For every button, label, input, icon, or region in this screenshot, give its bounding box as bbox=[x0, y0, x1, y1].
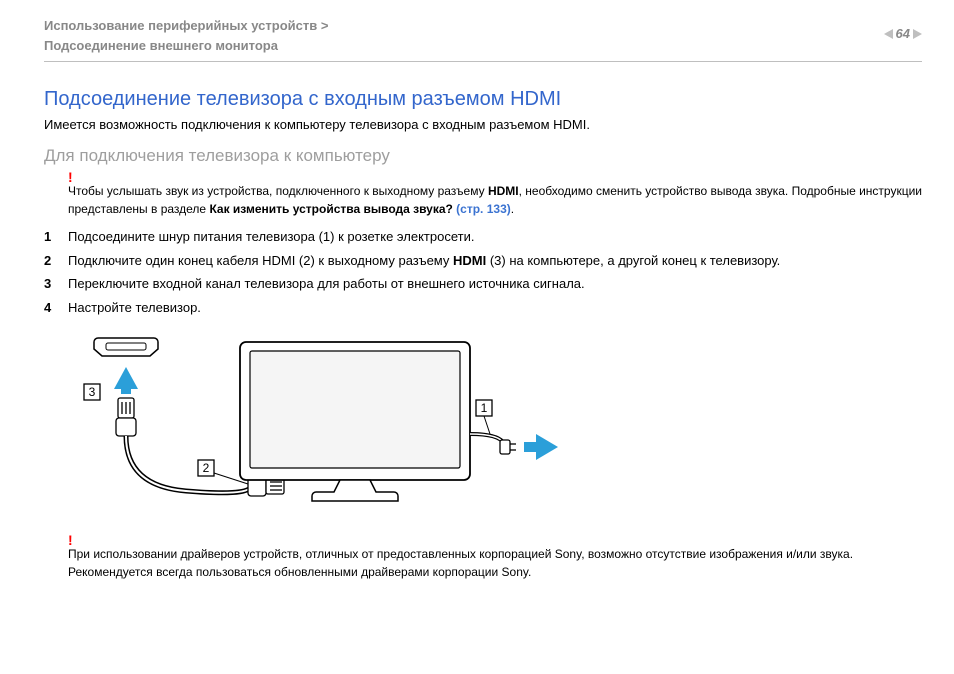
page-header: Использование периферийных устройств > П… bbox=[44, 16, 922, 62]
hdmi-plug-icon bbox=[116, 398, 136, 436]
breadcrumb-line-2[interactable]: Подсоединение внешнего монитора bbox=[44, 36, 328, 56]
arrow-right-icon bbox=[524, 434, 558, 460]
steps-list: 1 Подсоедините шнур питания телевизора (… bbox=[44, 228, 922, 316]
intro-text: Имеется возможность подключения к компью… bbox=[44, 117, 922, 132]
breadcrumb-line-1[interactable]: Использование периферийных устройств > bbox=[44, 16, 328, 36]
breadcrumb: Использование периферийных устройств > П… bbox=[44, 16, 328, 55]
step-3: 3 Переключите входной канал телевизора д… bbox=[44, 275, 922, 293]
important-note-1: ! Чтобы услышать звук из устройства, под… bbox=[68, 172, 922, 218]
tv-icon bbox=[240, 342, 516, 501]
svg-text:3: 3 bbox=[89, 385, 96, 399]
svg-text:1: 1 bbox=[481, 401, 488, 415]
prev-page-icon[interactable] bbox=[884, 29, 893, 39]
diagram-label-3: 3 bbox=[84, 384, 100, 400]
step-1: 1 Подсоедините шнур питания телевизора (… bbox=[44, 228, 922, 246]
step-4: 4 Настройте телевизор. bbox=[44, 299, 922, 317]
next-page-icon[interactable] bbox=[913, 29, 922, 39]
alert-icon: ! bbox=[68, 535, 922, 546]
alert-icon: ! bbox=[68, 172, 922, 183]
note-2-text: При использовании драйверов устройств, о… bbox=[68, 546, 922, 581]
diagram-label-1: 1 bbox=[476, 400, 492, 434]
step-2: 2 Подключите один конец кабеля HDMI (2) … bbox=[44, 252, 922, 270]
page-nav: 64 bbox=[884, 16, 922, 41]
section-title: Подсоединение телевизора с входным разъе… bbox=[44, 88, 922, 111]
page-ref-link[interactable]: (стр. 133) bbox=[453, 202, 511, 216]
page-number: 64 bbox=[896, 26, 910, 41]
connection-diagram: 3 2 bbox=[80, 334, 580, 520]
hdmi-cable bbox=[126, 436, 251, 493]
hdmi-port-icon bbox=[94, 338, 158, 356]
note-1-text: Чтобы услышать звук из устройства, подкл… bbox=[68, 183, 922, 218]
subsection-title: Для подключения телевизора к компьютеру bbox=[44, 146, 922, 166]
svg-text:2: 2 bbox=[203, 461, 210, 475]
important-note-2: ! При использовании драйверов устройств,… bbox=[68, 535, 922, 581]
arrow-up-icon bbox=[114, 367, 138, 394]
